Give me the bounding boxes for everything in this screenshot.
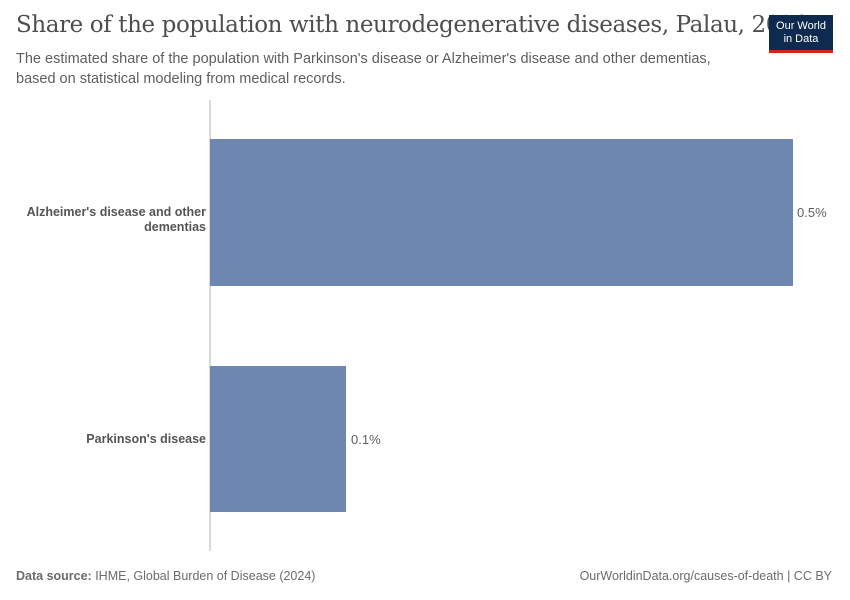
bar-label-line: Parkinson's disease	[86, 432, 206, 446]
logo-line-1: Our World	[776, 19, 826, 32]
bar-alzheimers[interactable]	[210, 139, 793, 286]
bar-label-alzheimers: Alzheimer's disease and other dementias	[10, 205, 206, 235]
data-source: Data source: IHME, Global Burden of Dise…	[16, 569, 315, 583]
data-source-label: Data source:	[16, 569, 92, 583]
bar-label-line: dementias	[144, 220, 206, 234]
chart-title: Share of the population with neurodegene…	[16, 12, 809, 38]
data-source-text[interactable]: IHME, Global Burden of Disease (2024)	[91, 569, 316, 583]
value-label-alzheimers: 0.5%	[797, 205, 827, 220]
bar-label-parkinsons: Parkinson's disease	[10, 432, 206, 447]
url-license[interactable]: OurWorldinData.org/causes-of-death | CC …	[579, 569, 832, 583]
value-label-parkinsons: 0.1%	[351, 432, 381, 447]
logo-line-2: in Data	[783, 32, 819, 45]
owid-logo[interactable]: Our World in Data	[769, 15, 833, 53]
bar-parkinsons[interactable]	[210, 366, 346, 512]
chart-subtitle: The estimated share of the population wi…	[16, 51, 711, 87]
bar-label-line: Alzheimer's disease and other	[26, 205, 206, 219]
y-axis-line	[209, 100, 211, 551]
